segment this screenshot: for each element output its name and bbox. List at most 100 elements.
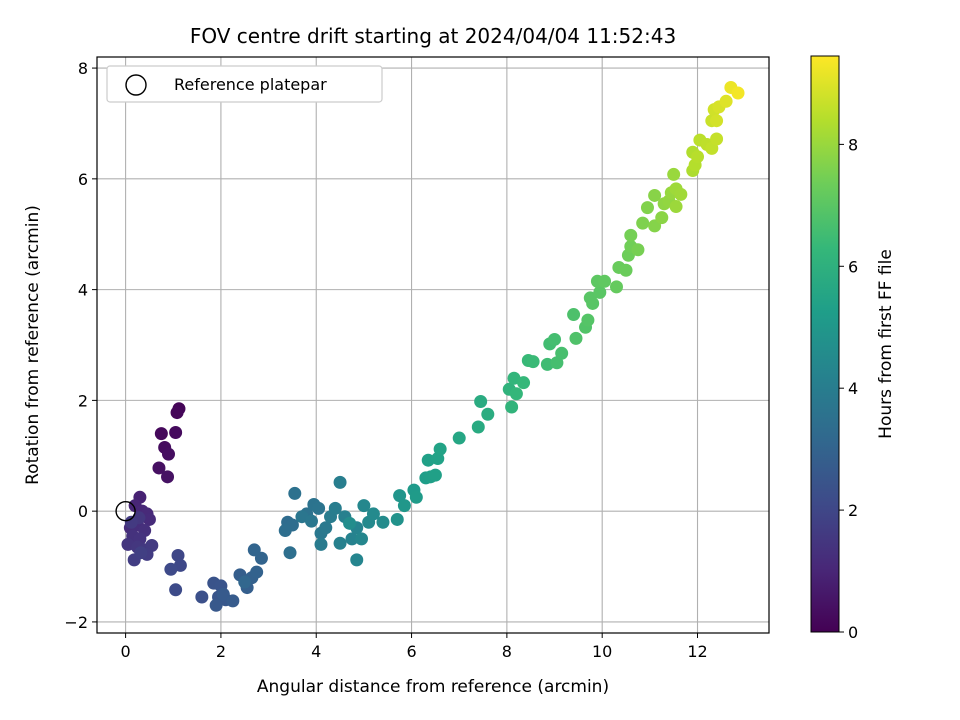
data-point (481, 407, 495, 421)
reference-platepar-marker (115, 500, 136, 522)
legend-marker-reference (125, 74, 147, 96)
data-point (161, 470, 175, 484)
legend-box (106, 65, 383, 103)
colorbar: 0 2 4 6 8 Hours from first FF file (810, 55, 896, 642)
data-point (598, 274, 612, 288)
x-tick-label: 4 (311, 642, 321, 661)
data-point (648, 188, 662, 202)
data-point (583, 291, 597, 305)
x-tick-label: 10 (592, 642, 612, 661)
data-point (517, 376, 531, 390)
y-tick-label: 4 (78, 281, 88, 300)
data-point (278, 524, 292, 538)
colorbar-tick-label: 6 (848, 257, 858, 276)
data-point (640, 201, 654, 215)
x-tick-label: 6 (406, 642, 416, 661)
x-axis-title: Angular distance from reference (arcmin) (257, 677, 609, 697)
data-point (345, 532, 359, 546)
data-point (393, 489, 407, 503)
data-point (669, 200, 683, 214)
data-point (471, 420, 485, 434)
colorbar-ticks: 0 2 4 6 8 (839, 135, 858, 642)
data-point (624, 228, 638, 242)
data-point (124, 515, 138, 529)
data-point (674, 187, 688, 201)
data-point (357, 499, 371, 513)
data-point (526, 355, 540, 369)
data-point (164, 562, 178, 576)
data-point (433, 442, 447, 456)
x-tick-label: 2 (216, 642, 226, 661)
data-point (667, 167, 681, 181)
data-point (390, 512, 404, 526)
data-point (619, 263, 633, 277)
data-point (250, 565, 264, 579)
data-point (631, 243, 645, 257)
data-point (343, 516, 357, 530)
data-point (142, 512, 156, 526)
data-point (319, 521, 333, 535)
data-point (409, 490, 423, 504)
y-axis-title: Rotation from reference (arcmin) (23, 205, 43, 485)
data-point (195, 590, 209, 604)
data-point (731, 86, 745, 100)
data-point (169, 583, 183, 597)
y-axis: −2 0 2 4 6 8 (64, 59, 97, 632)
data-point (593, 285, 607, 299)
data-point (355, 532, 369, 546)
x-axis: 0 2 4 6 8 10 12 (121, 633, 708, 661)
data-point (333, 475, 347, 489)
legend: Reference platepar (106, 65, 383, 103)
colorbar-tick-label: 2 (848, 501, 858, 520)
colorbar-tick-label: 4 (848, 379, 858, 398)
y-tick-label: 2 (78, 391, 88, 410)
data-point (655, 211, 669, 225)
data-point (209, 598, 223, 612)
data-point (366, 507, 380, 521)
data-point (452, 431, 466, 445)
data-point (710, 132, 724, 146)
x-tick-label: 0 (121, 642, 131, 661)
data-point (169, 426, 183, 440)
data-point (238, 575, 252, 589)
data-point (154, 427, 168, 441)
y-tick-label: 8 (78, 59, 88, 78)
data-point (304, 514, 318, 528)
data-point (548, 332, 562, 346)
colorbar-tick-label: 0 (848, 623, 858, 642)
data-point (350, 553, 364, 567)
data-point (691, 150, 705, 164)
data-point (247, 543, 261, 557)
data-point (314, 537, 328, 551)
data-point (161, 447, 175, 461)
data-point (288, 486, 302, 500)
data-point (152, 461, 166, 475)
plot-background (97, 57, 769, 633)
colorbar-tick-label: 8 (848, 135, 858, 154)
data-points (121, 80, 745, 612)
y-tick-label: 6 (78, 170, 88, 189)
y-tick-label: 0 (78, 502, 88, 521)
data-point (505, 400, 519, 414)
data-point (567, 308, 581, 322)
x-tick-label: 8 (502, 642, 512, 661)
data-point (170, 406, 184, 420)
data-point (333, 536, 347, 550)
data-point (171, 548, 185, 562)
data-point (474, 394, 488, 408)
data-point (312, 501, 326, 515)
data-point (328, 501, 342, 515)
data-point (555, 346, 569, 360)
data-point (397, 499, 411, 513)
chart-title: FOV centre drift starting at 2024/04/04 … (190, 24, 676, 48)
data-point (581, 313, 595, 327)
data-point (710, 114, 724, 128)
y-tick-label: −2 (64, 613, 88, 632)
colorbar-gradient (811, 56, 839, 632)
data-point (134, 546, 148, 560)
colorbar-title: Hours from first FF file (876, 249, 896, 439)
grid-lines (97, 57, 769, 633)
data-point (719, 94, 733, 108)
data-point (226, 594, 240, 608)
